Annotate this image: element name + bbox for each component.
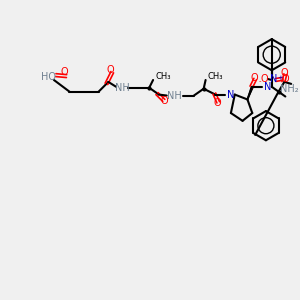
Polygon shape (248, 86, 253, 99)
Text: O: O (106, 65, 114, 75)
Text: O: O (280, 68, 288, 78)
Text: O: O (214, 98, 221, 108)
Text: NH₂: NH₂ (280, 84, 298, 94)
Text: O: O (61, 67, 68, 77)
Text: HO: HO (40, 72, 56, 82)
Text: N: N (270, 74, 278, 84)
Text: CH₃: CH₃ (208, 72, 223, 81)
Text: O: O (250, 73, 258, 83)
Text: O: O (281, 74, 289, 84)
Text: N: N (264, 82, 271, 92)
Text: NH: NH (115, 83, 129, 93)
Text: O: O (260, 74, 268, 84)
Text: NH: NH (167, 91, 182, 100)
Text: O: O (161, 96, 169, 106)
Text: N: N (227, 90, 234, 100)
Text: -: - (259, 78, 262, 84)
Text: CH₃: CH₃ (155, 72, 170, 81)
Text: +: + (278, 75, 284, 81)
